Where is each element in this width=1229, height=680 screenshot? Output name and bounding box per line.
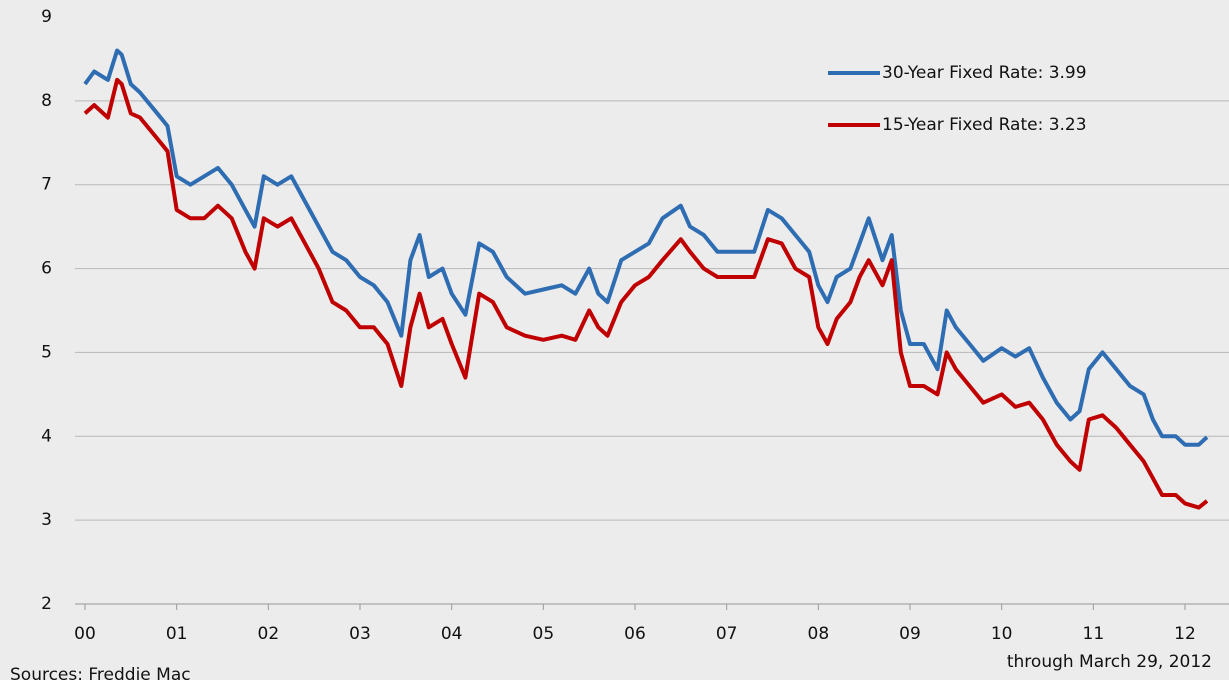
y-tick-label: 3	[41, 510, 52, 530]
y-tick-label: 7	[41, 175, 52, 195]
source: Sources: Freddie Mac	[10, 665, 191, 680]
note: through March 29, 2012	[1007, 652, 1212, 672]
x-tick-label: 12	[1174, 624, 1196, 644]
y-tick-label: 8	[41, 91, 52, 111]
x-tick-label: 02	[258, 624, 280, 644]
x-tick-label: 10	[991, 624, 1013, 644]
x-tick-label: 01	[166, 624, 188, 644]
x-tick-label: 04	[441, 624, 463, 644]
x-tick-label: 07	[716, 624, 738, 644]
y-tick-label: 2	[41, 594, 52, 614]
series-line	[83, 77, 1209, 510]
legend-label: 15-Year Fixed Rate: 3.23	[882, 115, 1087, 135]
legend-label: 30-Year Fixed Rate: 3.99	[882, 63, 1087, 83]
x-tick-label: 00	[74, 624, 96, 644]
x-tick-label: 11	[1083, 624, 1105, 644]
x-tick-label: 08	[808, 624, 830, 644]
x-tick-label: 09	[899, 624, 921, 644]
y-tick-label: 4	[41, 426, 52, 446]
y-tick-label: 5	[41, 342, 52, 362]
x-tick-label: 06	[624, 624, 646, 644]
x-tick-label: 03	[349, 624, 371, 644]
y-tick-label: 6	[41, 259, 52, 279]
series-line	[83, 48, 1209, 447]
x-tick-label: 05	[533, 624, 555, 644]
y-tick-label: 9	[41, 7, 52, 27]
